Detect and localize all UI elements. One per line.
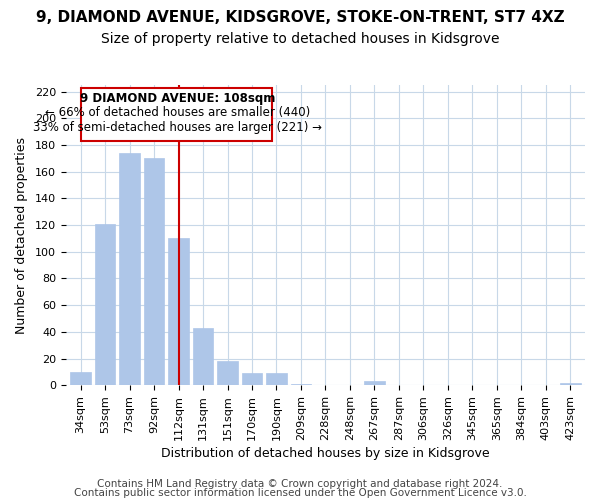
Text: ← 66% of detached houses are smaller (440): ← 66% of detached houses are smaller (44…	[44, 106, 310, 120]
FancyBboxPatch shape	[81, 88, 272, 141]
X-axis label: Distribution of detached houses by size in Kidsgrove: Distribution of detached houses by size …	[161, 447, 490, 460]
Bar	[119, 153, 140, 385]
Text: 9 DIAMOND AVENUE: 108sqm: 9 DIAMOND AVENUE: 108sqm	[80, 92, 275, 104]
Bar	[266, 373, 287, 385]
Bar	[242, 373, 262, 385]
Bar	[70, 372, 91, 385]
Text: 9, DIAMOND AVENUE, KIDSGROVE, STOKE-ON-TRENT, ST7 4XZ: 9, DIAMOND AVENUE, KIDSGROVE, STOKE-ON-T…	[35, 10, 565, 25]
Text: Size of property relative to detached houses in Kidsgrove: Size of property relative to detached ho…	[101, 32, 499, 46]
Bar	[560, 382, 581, 385]
Y-axis label: Number of detached properties: Number of detached properties	[15, 136, 28, 334]
Text: 33% of semi-detached houses are larger (221) →: 33% of semi-detached houses are larger (…	[33, 121, 322, 134]
Bar	[290, 384, 311, 385]
Bar	[168, 238, 189, 385]
Bar	[193, 328, 214, 385]
Bar	[364, 381, 385, 385]
Text: Contains HM Land Registry data © Crown copyright and database right 2024.: Contains HM Land Registry data © Crown c…	[97, 479, 503, 489]
Bar	[95, 224, 115, 385]
Bar	[143, 158, 164, 385]
Bar	[217, 361, 238, 385]
Text: Contains public sector information licensed under the Open Government Licence v3: Contains public sector information licen…	[74, 488, 526, 498]
